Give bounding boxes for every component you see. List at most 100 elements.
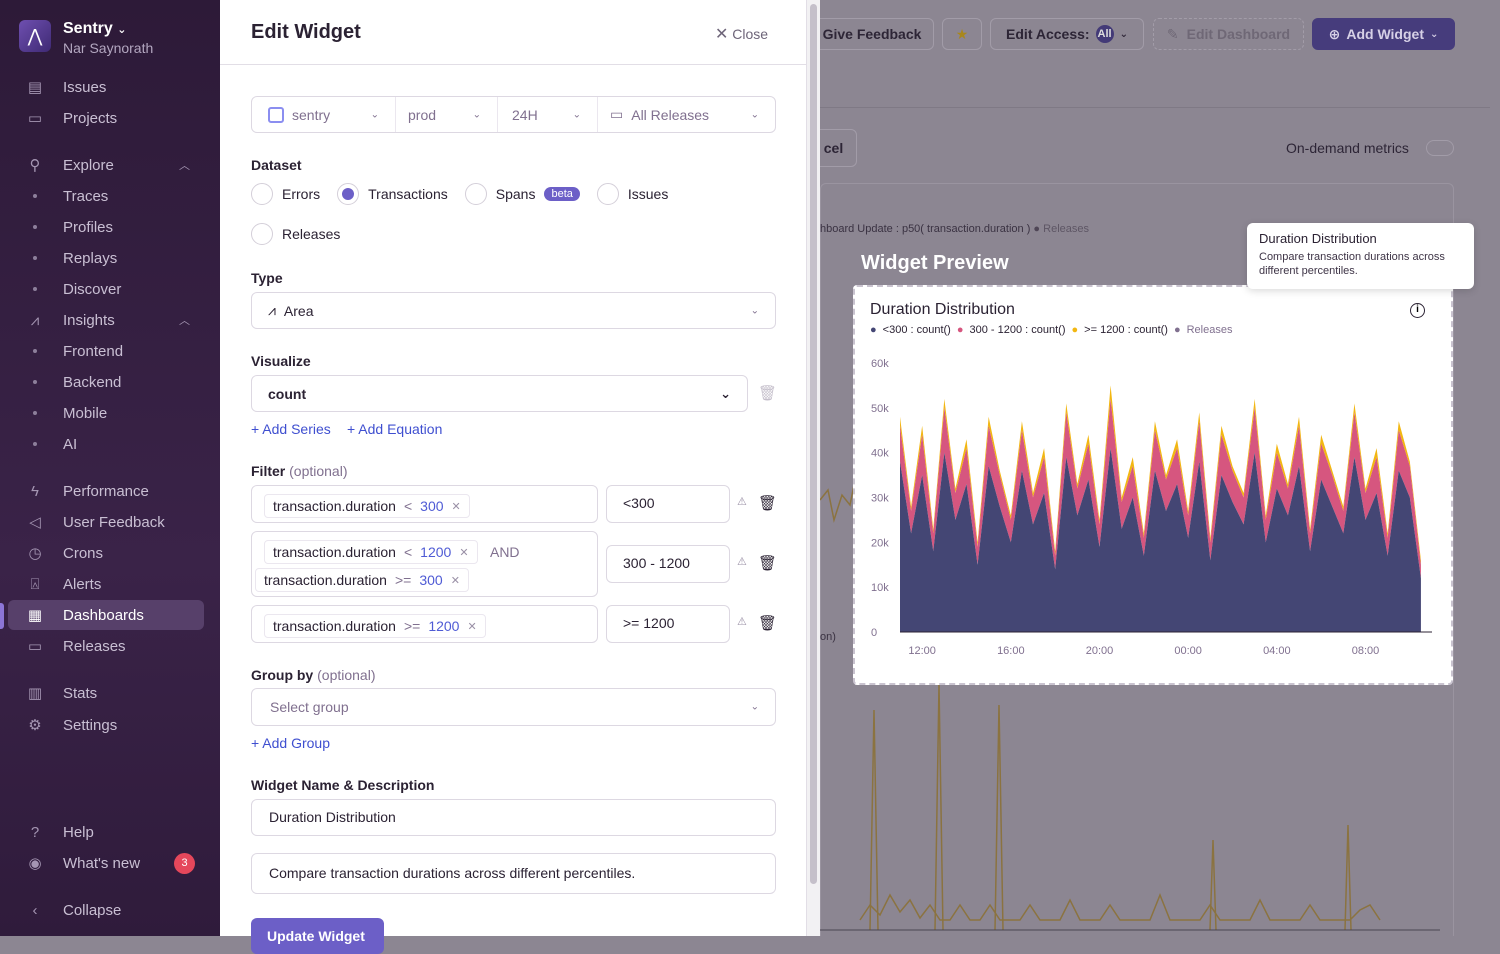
legend-dot: ● bbox=[870, 324, 877, 336]
update-widget-button[interactable]: Update Widget bbox=[251, 918, 384, 954]
give-feedback-button[interactable]: Give Feedback bbox=[820, 18, 934, 50]
legend-item[interactable]: Releases bbox=[1186, 324, 1233, 336]
group-by-select[interactable]: Select group ⌄ bbox=[251, 688, 776, 726]
sidebar-item-issues[interactable]: ▤ Issues bbox=[0, 72, 220, 102]
warning-icon: ⚠ bbox=[737, 556, 747, 568]
filter-query-input[interactable]: transaction.duration >= 1200 ✕ bbox=[251, 605, 598, 643]
trash-icon[interactable]: 🗑 bbox=[758, 555, 778, 572]
sidebar-item-label: Insights bbox=[63, 311, 115, 329]
chevron-up-icon[interactable]: ︿ bbox=[179, 160, 190, 172]
area-chart-icon: ⩘ bbox=[268, 302, 276, 318]
bullet-icon bbox=[33, 287, 37, 291]
add-widget-button[interactable]: ⊕ Add Widget ⌄ bbox=[1312, 18, 1455, 50]
release-selector[interactable]: ▭ All Releases ⌄ bbox=[598, 97, 775, 132]
sidebar-item-discover[interactable]: Discover bbox=[0, 274, 220, 304]
legend-item[interactable]: 300 - 1200 : count() bbox=[969, 324, 1066, 336]
sidebar-item-performance[interactable]: ϟ Performance bbox=[0, 476, 220, 506]
filter-query-input[interactable]: transaction.duration <300 ✕ bbox=[251, 485, 598, 523]
x-tick-label: 04:00 bbox=[1263, 645, 1291, 657]
legend-dot: ● bbox=[956, 324, 964, 336]
radio-spans[interactable] bbox=[464, 183, 487, 205]
star-icon[interactable]: ★ bbox=[942, 18, 982, 50]
sidebar-item-replays[interactable]: Replays bbox=[0, 243, 220, 273]
filter-token[interactable]: transaction.duration <300 ✕ bbox=[264, 494, 470, 518]
sidebar-collapse[interactable]: ‹ Collapse bbox=[0, 895, 220, 925]
notification-badge: 3 bbox=[174, 852, 195, 874]
sidebar-help[interactable]: ? Help bbox=[0, 817, 220, 847]
sidebar-item-label: Stats bbox=[63, 684, 98, 702]
sidebar-item-dashboards[interactable]: ▦ Dashboards bbox=[8, 600, 204, 630]
edit-access-label: Edit Access: bbox=[1006, 26, 1090, 42]
legend-alias-input[interactable]: <300 bbox=[606, 485, 730, 523]
legend-alias-input[interactable]: 300 - 1200 bbox=[606, 545, 730, 583]
token-value: 1200 bbox=[428, 618, 460, 634]
add-series-button[interactable]: + Add Series bbox=[251, 421, 331, 437]
sidebar-whats-new[interactable]: ◉ What's new 3 bbox=[0, 848, 220, 878]
add-group-button[interactable]: + Add Group bbox=[251, 735, 331, 751]
remove-token-icon[interactable]: ✕ bbox=[459, 546, 469, 559]
widget-preview-card: Duration Distribution i ● <300 : count() … bbox=[853, 285, 1453, 685]
type-select[interactable]: ⩘ Area ⌄ bbox=[251, 292, 776, 329]
sidebar-item-ai[interactable]: AI bbox=[0, 429, 220, 459]
visualize-select[interactable]: count ⌄ bbox=[251, 375, 748, 412]
filter-token[interactable]: transaction.duration >= 1200 ✕ bbox=[264, 614, 486, 638]
page-filter-bar: sentry ⌄ prod ⌄ 24H ⌄ ▭ All Releases ⌄ bbox=[251, 96, 776, 133]
sidebar-item-projects[interactable]: ▭ Projects bbox=[0, 103, 220, 133]
sidebar-item-traces[interactable]: Traces bbox=[0, 181, 220, 211]
cancel-button[interactable]: cel bbox=[820, 129, 857, 167]
filter-token[interactable]: transaction.duration >= 300 ✕ bbox=[255, 568, 469, 592]
sidebar-item-label: Projects bbox=[63, 109, 118, 127]
sidebar-item-mobile[interactable]: Mobile bbox=[0, 398, 220, 428]
date-selector[interactable]: 24H ⌄ bbox=[498, 97, 598, 132]
token-key: transaction.duration bbox=[273, 498, 396, 514]
sidebar-item-settings[interactable]: ⚙ Settings bbox=[0, 710, 220, 740]
remove-token-icon[interactable]: ✕ bbox=[467, 620, 477, 633]
radio-errors[interactable] bbox=[251, 183, 273, 205]
filter-token[interactable]: transaction.duration <1200 ✕ bbox=[264, 540, 478, 564]
trash-icon[interactable]: 🗑 bbox=[758, 615, 778, 632]
sidebar-item-user-feedback[interactable]: ◁ User Feedback bbox=[0, 507, 220, 537]
environment-selector[interactable]: prod ⌄ bbox=[396, 97, 498, 132]
legend-alias-input[interactable]: >= 1200 bbox=[606, 605, 730, 643]
sidebar-item-alerts[interactable]: ⍓ Alerts bbox=[0, 569, 220, 599]
radio-label: Releases bbox=[282, 226, 341, 242]
widget-description-textarea[interactable]: Compare transaction durations across dif… bbox=[251, 853, 776, 894]
sidebar-item-releases[interactable]: ▭ Releases bbox=[0, 631, 220, 661]
filter-query-input[interactable]: transaction.duration <1200 ✕ AND transacti… bbox=[251, 531, 598, 597]
on-demand-label: On-demand metrics bbox=[1286, 140, 1409, 156]
org-switcher[interactable]: Sentry ⌄ bbox=[63, 20, 126, 38]
widget-name-input[interactable]: Duration Distribution bbox=[251, 799, 776, 836]
sidebar-item-profiles[interactable]: Profiles bbox=[0, 212, 220, 242]
sidebar-item-frontend[interactable]: Frontend bbox=[0, 336, 220, 366]
info-icon[interactable]: i bbox=[1410, 303, 1425, 318]
y-tick-label: 50k bbox=[871, 403, 889, 415]
sentry-logo-icon[interactable]: ⋀ bbox=[19, 20, 51, 52]
legend-item[interactable]: >= 1200 : count() bbox=[1084, 324, 1168, 336]
trash-icon[interactable]: 🗑 bbox=[758, 385, 778, 402]
filter-label: Filter (optional) bbox=[251, 463, 348, 479]
edit-access-button[interactable]: Edit Access: All ⌄ bbox=[990, 18, 1144, 50]
on-demand-toggle[interactable] bbox=[1426, 140, 1454, 156]
radio-issues[interactable] bbox=[596, 183, 619, 205]
drawer-scrollbar[interactable] bbox=[806, 0, 820, 936]
chevron-up-icon[interactable]: ︿ bbox=[179, 315, 190, 327]
remove-token-icon[interactable]: ✕ bbox=[450, 574, 460, 587]
legend-item[interactable]: <300 : count() bbox=[882, 324, 951, 336]
sidebar-item-crons[interactable]: ◷ Crons bbox=[0, 538, 220, 568]
trash-icon[interactable]: 🗑 bbox=[758, 495, 778, 512]
sidebar-item-insights[interactable]: ⩘ Insights ︿ bbox=[0, 305, 220, 335]
add-equation-button[interactable]: + Add Equation bbox=[347, 421, 443, 437]
sidebar-item-explore[interactable]: ⚲ Explore ︿ bbox=[0, 150, 220, 180]
remove-token-icon[interactable]: ✕ bbox=[451, 500, 461, 513]
radio-transactions[interactable] bbox=[337, 183, 360, 205]
chevron-down-icon: ⌄ bbox=[720, 385, 731, 401]
sidebar-item-backend[interactable]: Backend bbox=[0, 367, 220, 397]
edit-dashboard-button[interactable]: ✎ Edit Dashboard bbox=[1153, 18, 1304, 50]
radio-releases[interactable] bbox=[251, 223, 273, 245]
project-selector[interactable]: sentry ⌄ bbox=[252, 97, 396, 132]
y-tick-label: 30k bbox=[871, 493, 889, 505]
close-button[interactable]: ✕ Close bbox=[715, 24, 768, 44]
calendar-icon: ▭ bbox=[610, 106, 624, 122]
sidebar-item-stats[interactable]: ▥ Stats bbox=[0, 678, 220, 708]
type-label: Type bbox=[251, 270, 283, 286]
